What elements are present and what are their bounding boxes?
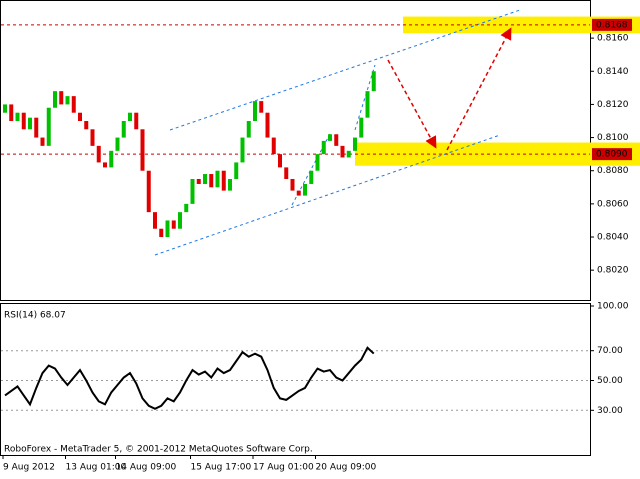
candle: [9, 104, 14, 121]
y-tick-label: 0.8080: [597, 166, 629, 176]
target-zone: [403, 16, 640, 34]
candle: [84, 120, 89, 130]
candle: [90, 129, 95, 146]
candle: [328, 134, 332, 141]
candle: [40, 137, 45, 146]
candle: [265, 112, 270, 138]
candle: [165, 220, 170, 238]
forecast-arrow: [387, 59, 437, 149]
candle: [278, 154, 282, 168]
candle: [365, 91, 370, 118]
candle: [340, 145, 345, 158]
candle: [121, 120, 126, 138]
y-tick-label: 30.00: [597, 406, 623, 416]
candle: [15, 112, 20, 121]
candle: [221, 170, 226, 191]
candle: [309, 170, 314, 184]
x-tick-label: 14 Aug 09:00: [116, 463, 177, 473]
y-tick-label: 0.8120: [597, 100, 629, 110]
candle: [78, 112, 82, 121]
y-tick-label: 0.8140: [597, 67, 629, 77]
candle: [246, 120, 251, 138]
candle: [159, 228, 164, 238]
wave-line: [354, 64, 376, 131]
candle: [134, 112, 139, 130]
x-tick-label: 15 Aug 17:00: [191, 463, 252, 473]
candle: [215, 170, 220, 188]
candle: [59, 91, 64, 105]
candle: [253, 101, 257, 121]
candle: [153, 212, 157, 229]
candle: [115, 137, 120, 151]
candle: [234, 162, 239, 180]
candle: [240, 137, 245, 163]
candle: [290, 179, 295, 191]
candle: [65, 96, 70, 105]
candle: [171, 220, 176, 229]
x-tick-label: 17 Aug 01:00: [253, 463, 314, 473]
candle: [359, 117, 364, 138]
candle: [140, 129, 145, 171]
x-tick-label: 13 Aug 01:00: [66, 463, 127, 473]
candle: [371, 71, 376, 92]
rsi-line: [4, 346, 375, 410]
candle: [21, 112, 26, 130]
candle: [128, 112, 132, 121]
rsi-title: RSI(14) 68.07: [4, 311, 66, 321]
level-label: 0.8168: [596, 20, 628, 30]
candle: [196, 179, 201, 184]
candle: [3, 104, 7, 113]
level-label-box: [592, 148, 632, 161]
y-tick-label: 0.8020: [597, 266, 629, 276]
candle: [34, 117, 39, 138]
candle: [46, 107, 51, 146]
y-tick-label: 0.8100: [597, 133, 629, 143]
candle: [315, 154, 320, 171]
candle: [334, 134, 339, 146]
candle: [184, 203, 189, 213]
candle: [296, 190, 301, 196]
candle: [353, 137, 357, 151]
candle: [103, 162, 107, 168]
candle: [346, 150, 351, 158]
candle: [28, 117, 32, 130]
y-tick-label: 50.00: [597, 376, 623, 386]
y-tick-label: 100.00: [597, 302, 629, 312]
channel-line: [169, 9, 521, 131]
candle: [303, 183, 307, 196]
candle: [284, 167, 289, 180]
candle: [178, 212, 182, 229]
x-tick-label: 20 Aug 09:00: [316, 463, 377, 473]
candle: [321, 140, 326, 155]
level-label-box: [592, 18, 632, 31]
y-tick-label: 0.8160: [597, 34, 629, 44]
candle: [109, 150, 114, 168]
candle: [71, 96, 76, 113]
forecast-arrow: [446, 27, 512, 151]
y-tick-label: 0.8040: [597, 233, 629, 243]
candle: [96, 145, 101, 163]
x-tick-label: 9 Aug 2012: [3, 463, 55, 473]
y-tick-label: 0.8060: [597, 199, 629, 209]
candle: [209, 174, 214, 188]
level-label: 0.8090: [596, 150, 628, 160]
candle: [190, 179, 195, 204]
channel-line: [154, 134, 501, 256]
candle: [271, 137, 276, 155]
candle: [53, 91, 57, 108]
y-tick-label: 70.00: [597, 346, 623, 356]
candle: [203, 174, 207, 184]
watermark: RoboForex - MetaTrader 5, © 2001-2012 Me…: [4, 445, 313, 455]
rsi-panel: [0, 303, 591, 456]
candle: [146, 170, 151, 213]
candle: [228, 179, 232, 191]
candle: [259, 101, 264, 113]
